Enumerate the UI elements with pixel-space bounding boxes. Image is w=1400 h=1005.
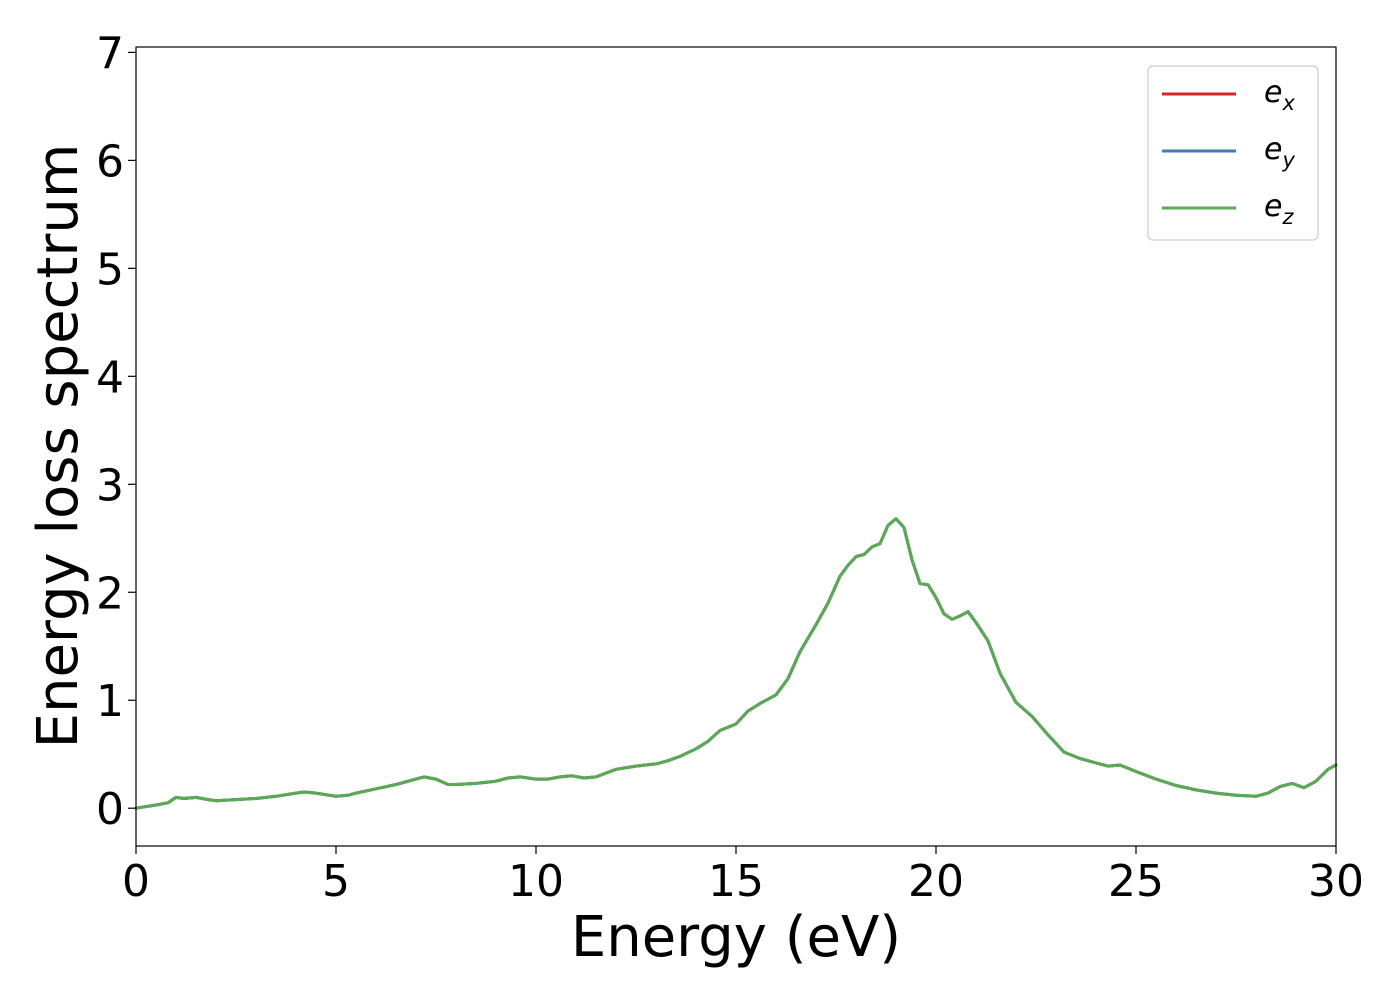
y-tick-label: 6 xyxy=(96,136,124,187)
series-layer xyxy=(134,517,1338,810)
y-tick-label: 2 xyxy=(96,568,124,619)
y-axis: 0 1 2 3 4 5 6 7 xyxy=(96,28,136,835)
legend-label-ex: ex xyxy=(1264,75,1295,115)
x-axis: 0 5 10 15 20 25 30 xyxy=(122,846,1364,907)
y-tick-label: 0 xyxy=(96,784,124,835)
x-tick-label: 5 xyxy=(322,856,350,907)
x-tick-label: 10 xyxy=(508,856,564,907)
legend-label-ey: ey xyxy=(1264,132,1295,172)
y-axis-title: Energy loss spectrum xyxy=(26,144,91,749)
legend-box xyxy=(1147,65,1319,241)
y-tick-label: 1 xyxy=(96,676,124,727)
x-tick-label: 25 xyxy=(1108,856,1164,907)
x-tick-label: 0 xyxy=(122,856,150,907)
x-tick-label: 15 xyxy=(708,856,764,907)
y-tick-label: 3 xyxy=(96,460,124,511)
x-tick-label: 30 xyxy=(1308,856,1364,907)
x-tick-label: 20 xyxy=(908,856,964,907)
y-tick-label: 7 xyxy=(96,28,124,79)
x-axis-title: Energy (eV) xyxy=(571,905,901,970)
legend: ex ey ez xyxy=(1147,65,1319,241)
y-tick-label: 4 xyxy=(96,352,124,403)
legend-label-ez: ez xyxy=(1264,189,1294,229)
series-line-ez xyxy=(134,517,1338,810)
y-tick-label: 5 xyxy=(96,244,124,295)
